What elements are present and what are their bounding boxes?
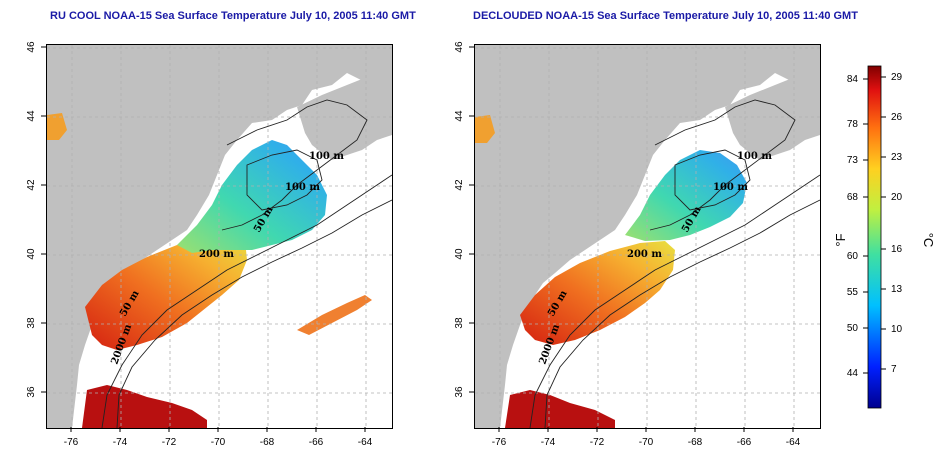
right-sst-map: 100 m 100 m 50 m 200 m 50 m 2000 m — [474, 44, 821, 429]
left-lon-tick: -66 — [309, 437, 324, 448]
colorbar-fahrenheit-unit: °F — [833, 233, 848, 246]
right-lat-tick: 40 — [454, 248, 465, 260]
colorbar-c-tick: 7 — [891, 364, 897, 375]
left-lat-tick: 44 — [26, 110, 37, 122]
right-lon-tick: -72 — [590, 437, 605, 448]
warm-water-region — [85, 233, 247, 350]
right-lon-tick: -74 — [541, 437, 556, 448]
contour-label-100m-b: 100 m — [713, 182, 748, 193]
left-lon-tick: -72 — [162, 437, 177, 448]
cool-shelf-water — [177, 140, 327, 253]
left-lon-tick: -76 — [64, 437, 79, 448]
right-lat-tick: 46 — [454, 41, 465, 53]
grid-lines — [47, 45, 392, 428]
right-lon-tick: -76 — [492, 437, 507, 448]
left-lat-tick: 46 — [26, 41, 37, 53]
grid-lines — [475, 45, 820, 428]
colorbar-c-tick: 16 — [891, 244, 903, 255]
right-axis-ticks — [469, 46, 794, 432]
right-lat-tick: 44 — [454, 110, 465, 122]
left-map-title: RU COOL NOAA-15 Sea Surface Temperature … — [50, 10, 416, 22]
colorbar-c-tick: 13 — [891, 284, 903, 295]
southern-warm-water — [505, 390, 615, 428]
left-axis-ticks — [41, 46, 366, 432]
right-lat-tick: 36 — [454, 386, 465, 398]
colorbar-f-tick: 60 — [847, 251, 859, 262]
left-lat-tick: 40 — [26, 248, 37, 260]
southern-warm-water — [82, 385, 207, 428]
bathymetry-contours — [101, 99, 392, 428]
colorbar-c-tick: 26 — [891, 112, 903, 123]
right-lon-tick: -70 — [639, 437, 654, 448]
western-warm-patch — [47, 113, 67, 140]
land-mass — [475, 45, 820, 428]
right-lon-tick: -68 — [688, 437, 703, 448]
left-lat-tick: 36 — [26, 386, 37, 398]
land-mass — [47, 45, 392, 428]
right-map-title: DECLOUDED NOAA-15 Sea Surface Temperatur… — [473, 10, 858, 22]
contour-label-100m-a: 100 m — [309, 151, 344, 162]
colorbar — [867, 65, 882, 409]
colorbar-c-tick: 10 — [891, 324, 903, 335]
warm-water-region — [520, 241, 675, 345]
colorbar-celsius-unit: °C — [921, 233, 936, 248]
colorbar-c-tick: 29 — [891, 72, 903, 83]
contour-label-200m: 200 m — [199, 249, 234, 260]
right-lat-tick: 38 — [454, 317, 465, 329]
contour-label-200m: 200 m — [627, 249, 662, 260]
right-lat-tick: 42 — [454, 179, 465, 191]
left-lon-tick: -68 — [260, 437, 275, 448]
left-lon-tick: -74 — [113, 437, 128, 448]
eastern-warm-patch — [297, 295, 372, 335]
colorbar-c-tick: 23 — [891, 152, 903, 163]
nova-scotia-land — [297, 73, 392, 160]
colorbar-c-tick: 20 — [891, 192, 903, 203]
right-lon-tick: -66 — [737, 437, 752, 448]
cool-shelf-water — [625, 150, 747, 241]
colorbar-f-tick: 55 — [847, 287, 859, 298]
left-sst-map: 100 m 100 m 50 m 200 m 50 m 2000 m — [46, 44, 393, 429]
left-lon-tick: -70 — [211, 437, 226, 448]
left-map-svg: 100 m 100 m 50 m 200 m 50 m 2000 m — [47, 45, 392, 428]
colorbar-f-tick: 78 — [847, 119, 859, 130]
nova-scotia-land — [725, 73, 820, 160]
left-lat-tick: 42 — [26, 179, 37, 191]
western-warm-patch — [475, 115, 495, 143]
colorbar-f-tick: 50 — [847, 323, 859, 334]
right-map-svg: 100 m 100 m 50 m 200 m 50 m 2000 m — [475, 45, 820, 428]
contour-label-100m-a: 100 m — [737, 151, 772, 162]
right-lon-tick: -64 — [786, 437, 801, 448]
left-lat-tick: 38 — [26, 317, 37, 329]
colorbar-f-tick: 68 — [847, 192, 859, 203]
colorbar-f-tick: 73 — [847, 155, 859, 166]
bathymetry-contours — [529, 99, 820, 428]
colorbar-f-tick: 44 — [847, 368, 859, 379]
colorbar-f-tick: 84 — [847, 74, 859, 85]
contour-label-100m-b: 100 m — [285, 182, 320, 193]
colorbar-ticks — [863, 76, 886, 374]
left-lon-tick: -64 — [358, 437, 373, 448]
